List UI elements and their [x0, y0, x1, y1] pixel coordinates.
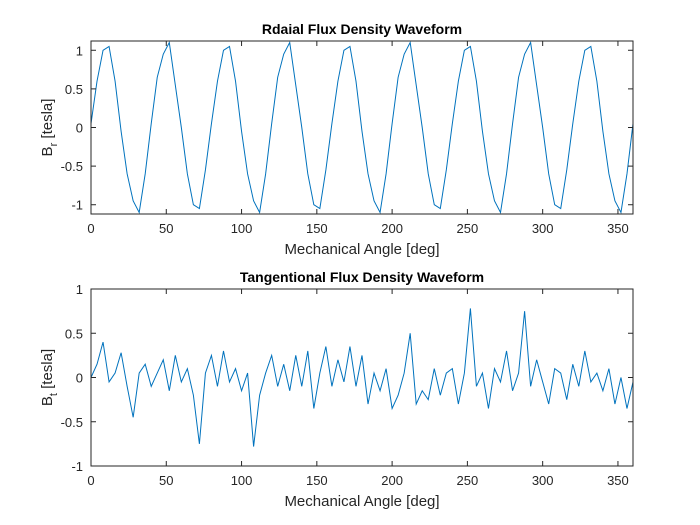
- y-tick-label: -1: [71, 198, 83, 213]
- y-tick-label: 0: [76, 371, 83, 386]
- x-tick-label: 100: [231, 473, 253, 488]
- x-tick-label: 300: [532, 221, 554, 236]
- chart-title: Tangentional Flux Density Waveform: [240, 269, 484, 285]
- x-tick-label: 150: [306, 473, 328, 488]
- y-tick-label: -0.5: [61, 415, 83, 430]
- y-tick-label: 0.5: [65, 326, 83, 341]
- y-tick-label: 1: [76, 282, 83, 297]
- y-label-sub: r: [48, 142, 60, 146]
- y-tick-label: 1: [76, 43, 83, 58]
- x-tick-label: 300: [532, 473, 554, 488]
- y-tick-label: -0.5: [61, 159, 83, 174]
- plot-area: [91, 308, 633, 447]
- x-tick-label: 250: [457, 473, 479, 488]
- axes-box: [90, 40, 634, 215]
- y-tick-label: -1: [71, 459, 83, 474]
- x-tick-label: 250: [457, 221, 479, 236]
- x-tick-label: 150: [306, 221, 328, 236]
- chart-title: Rdaial Flux Density Waveform: [262, 21, 462, 37]
- x-tick-label: 50: [159, 473, 173, 488]
- y-label-base: B: [39, 396, 56, 406]
- y-label-sub: t: [48, 393, 60, 396]
- y-tick-label: 0.5: [65, 82, 83, 97]
- x-tick-label: 350: [607, 221, 629, 236]
- y-axis-label: Br [tesla]: [39, 99, 60, 157]
- x-tick-label: 200: [381, 473, 403, 488]
- x-tick-label: 100: [231, 221, 253, 236]
- y-axis-label: Bt [tesla]: [39, 349, 60, 406]
- y-label-unit: [tesla]: [39, 349, 56, 393]
- x-tick-label: 200: [381, 221, 403, 236]
- axes-background: [91, 289, 633, 466]
- x-tick-label: 0: [87, 221, 94, 236]
- data-line: [91, 41, 633, 214]
- plot-area: [91, 41, 633, 214]
- y-tick-label: 0: [76, 121, 83, 136]
- y-label-unit: [tesla]: [39, 99, 56, 143]
- y-label-base: B: [39, 146, 56, 156]
- x-tick-label: 350: [607, 473, 629, 488]
- x-axis-label: Mechanical Angle [deg]: [284, 241, 439, 258]
- axes-box: [90, 288, 634, 467]
- data-line: [91, 308, 633, 447]
- x-axis-label: Mechanical Angle [deg]: [284, 493, 439, 510]
- x-tick-label: 0: [87, 473, 94, 488]
- x-tick-label: 50: [159, 221, 173, 236]
